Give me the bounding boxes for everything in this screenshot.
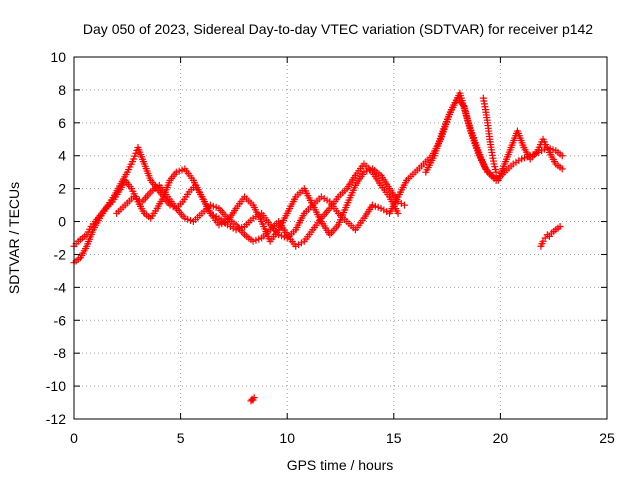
data-point-track-outlier	[250, 394, 258, 402]
y-tick-label: -12	[46, 411, 66, 427]
data-point-track-main-a	[558, 152, 566, 160]
ticks-layer: 0 5 10 15 20 25 -12 -10 -8 -6 -4 -2 0 2 4 6 8 10	[46, 49, 615, 446]
y-tick-label: -6	[54, 312, 67, 328]
x-tick-label: 0	[70, 430, 78, 446]
data-point-track-late-short	[556, 222, 564, 230]
x-tick-label: 20	[493, 430, 509, 446]
data-point-track-main-c	[394, 209, 402, 217]
x-tick-label: 10	[279, 430, 295, 446]
y-tick-label: 4	[58, 148, 66, 164]
x-tick-label: 15	[386, 430, 402, 446]
y-tick-label: 0	[58, 214, 66, 230]
data-point-track-main-b	[400, 201, 408, 209]
data-point-track-main-d	[558, 165, 566, 173]
y-tick-label: 2	[58, 181, 66, 197]
y-tick-label: 8	[58, 82, 66, 98]
chart-title: Day 050 of 2023, Sidereal Day-to-day VTE…	[83, 21, 593, 37]
x-axis-label: GPS time / hours	[287, 457, 394, 473]
y-axis-label: SDTVAR / TECUs	[6, 182, 22, 294]
x-tick-label: 25	[599, 430, 615, 446]
x-tick-label: 5	[177, 430, 185, 446]
y-tick-label: -10	[46, 378, 66, 394]
y-tick-label: 10	[50, 49, 66, 65]
plot-frame	[73, 56, 608, 420]
grid-layer	[74, 57, 607, 419]
marks-layer	[70, 89, 566, 405]
y-tick-label: -2	[54, 246, 67, 262]
data-point-track-spike-19	[492, 168, 500, 176]
data-point-track-main-a	[166, 201, 174, 209]
y-tick-label: 6	[58, 115, 66, 131]
y-tick-label: -8	[54, 345, 67, 361]
data-point-track-main-b	[394, 198, 402, 206]
y-tick-label: -4	[54, 279, 67, 295]
trace-point-track-main-b	[397, 199, 405, 207]
